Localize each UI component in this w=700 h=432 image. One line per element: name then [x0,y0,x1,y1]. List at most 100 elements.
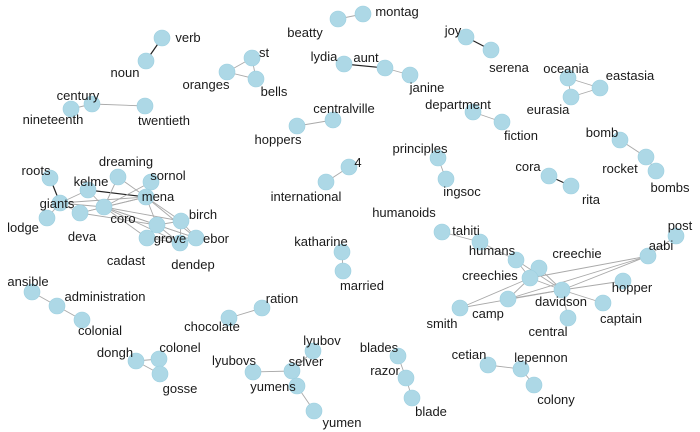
node-label-yumens: yumens [250,379,296,394]
node-label-aunt: aunt [353,50,379,65]
node-label-yumen: yumen [322,415,361,430]
node-label-montag: montag [375,4,418,19]
node-aunt [376,59,394,77]
node-label-nineteenth: nineteenth [23,112,84,127]
node-label-humanoids: humanoids [372,205,436,220]
node-razor [397,369,415,387]
node-label-hopper: hopper [612,280,653,295]
node-label-lyubovs: lyubovs [212,353,257,368]
node-serena [482,41,500,59]
node-central [559,309,577,327]
node-label-creechies: creechies [462,268,518,283]
node-beatty [329,10,347,28]
node-label-hoppers: hoppers [255,132,302,147]
node-gosse [151,365,169,383]
node-dreaming [109,168,127,186]
node-nineteenth [62,100,80,118]
edge-century-twentieth [91,103,146,107]
node-label-noun: noun [111,65,140,80]
node-humans [507,251,525,269]
node-label-oceania: oceania [543,61,589,76]
edge-davidson-hopper [561,280,624,291]
graph-nodes [23,5,685,420]
node-label-oranges: oranges [183,77,230,92]
node-fiction [493,113,511,131]
node-label-katharine: katharine [294,234,347,249]
node-label-creechie: creechie [552,246,601,261]
node-roots [41,169,59,187]
node-captain [594,294,612,312]
node-label-principles: principles [393,141,448,156]
node-label-rita: rita [582,192,601,207]
node-label-grove: grove [154,231,187,246]
node-cadast [138,229,156,247]
node-label-birch: birch [189,207,217,222]
node-dongh [127,352,145,370]
node-4 [340,158,358,176]
node-kelme [79,181,97,199]
node-creechies [521,269,539,287]
node-label-fiction: fiction [504,128,538,143]
node-aabi [639,247,657,265]
node-label-cetian: cetian [452,347,487,362]
node-camp [499,290,517,308]
node-label-administration: administration [65,289,146,304]
node-eurasia [562,88,580,106]
node-joy [457,28,475,46]
node-oranges [218,63,236,81]
node-label-blades: blades [360,340,399,355]
node-label-verb: verb [175,30,200,45]
node-label-chocolate: chocolate [184,319,240,334]
node-label-bomb: bomb [586,125,619,140]
node-label-humans: humans [469,243,516,258]
node-label-coro: coro [110,211,135,226]
node-ansible [23,283,41,301]
node-sornol [142,173,160,191]
node-montag [354,5,372,23]
node-label-ebor: ebor [203,231,230,246]
node-label-dongh: dongh [97,345,133,360]
edge-coro-cadast [103,206,148,239]
node-label-giants: giants [40,196,75,211]
node-label-aabi: aabi [649,238,674,253]
edge-kelme-mena [87,189,147,198]
node-centralville [324,111,342,129]
node-label-ansible: ansible [7,274,48,289]
node-label-blade: blade [415,404,447,419]
node-label-rocket: rocket [602,161,638,176]
node-label-colony: colony [537,392,575,407]
node-principles [429,149,447,167]
node-rita [562,177,580,195]
node-international [317,173,335,191]
node-lyubov [304,342,322,360]
node-cora [540,167,558,185]
edge-creechies-aabi [529,255,649,279]
node-label-4: 4 [354,155,361,170]
node-married [334,262,352,280]
node-label-twentieth: twentieth [138,113,190,128]
node-label-captain: captain [600,311,642,326]
node-dendep [171,234,189,252]
node-label-eastasia: eastasia [606,68,655,83]
node-oceania [559,69,577,87]
node-colonial [73,311,91,329]
node-label-st: st [259,45,270,60]
node-hopper [614,272,632,290]
node-colony [525,376,543,394]
node-label-ration: ration [266,291,299,306]
node-lodge [38,209,56,227]
node-humanoids [433,223,451,241]
node-twentieth [136,97,154,115]
node-label-lyubov: lyubov [303,333,341,348]
edge-camp-aabi [507,255,649,300]
node-label-international: international [271,189,342,204]
node-yumen [305,402,323,420]
node-chocolate [220,309,238,327]
node-deva [71,204,89,222]
node-bomb [611,131,629,149]
edge-creechies-smith [459,277,531,309]
edge-sornol-coro [103,181,152,208]
node-post [667,227,685,245]
edge-coro-birch [103,206,182,222]
node-label-mena: mena [142,189,175,204]
